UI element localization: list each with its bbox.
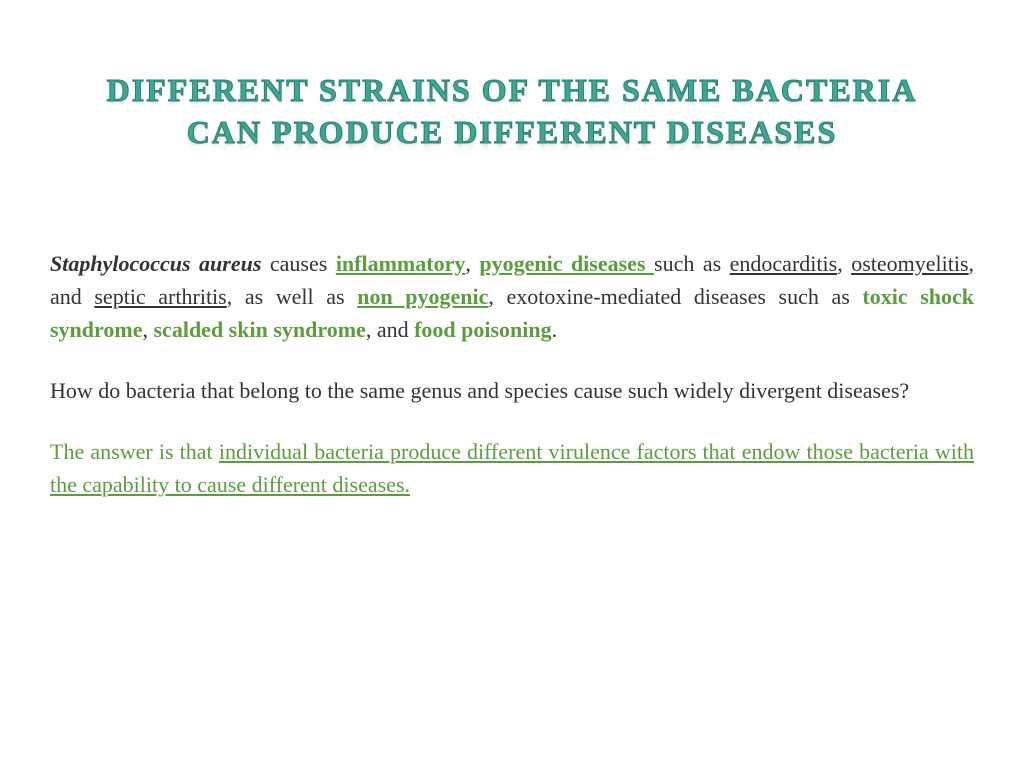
paragraph-2: How do bacteria that belong to the same … — [50, 374, 974, 407]
term-non-pyogenic: non pyogenic — [357, 284, 488, 309]
slide-title-reflection: can produce different diseases — [50, 134, 974, 155]
title-line-1: Different strains of the same bacteria — [107, 72, 918, 108]
paragraph-3: The answer is that individual bacteria p… — [50, 435, 974, 501]
term-food-poisoning: food poisoning — [414, 317, 552, 342]
answer-lead: The answer is that — [50, 439, 219, 464]
term-scalded-skin: scalded skin syndrome — [154, 317, 366, 342]
term-endocarditis: endocarditis — [730, 251, 838, 276]
term-pyogenic: pyogenic diseases — [479, 251, 654, 276]
term-septic-arthritis: septic arthritis — [94, 284, 226, 309]
paragraph-1: Staphylococcus aureus causes inflammator… — [50, 247, 974, 346]
question-text: How do bacteria that belong to the same … — [50, 378, 909, 403]
term-inflammatory: inflammatory — [336, 251, 466, 276]
organism-name: Staphylococcus aureus — [50, 251, 261, 276]
slide-body: Staphylococcus aureus causes inflammator… — [50, 247, 974, 501]
term-osteomyelitis: osteomyelitis — [851, 251, 968, 276]
